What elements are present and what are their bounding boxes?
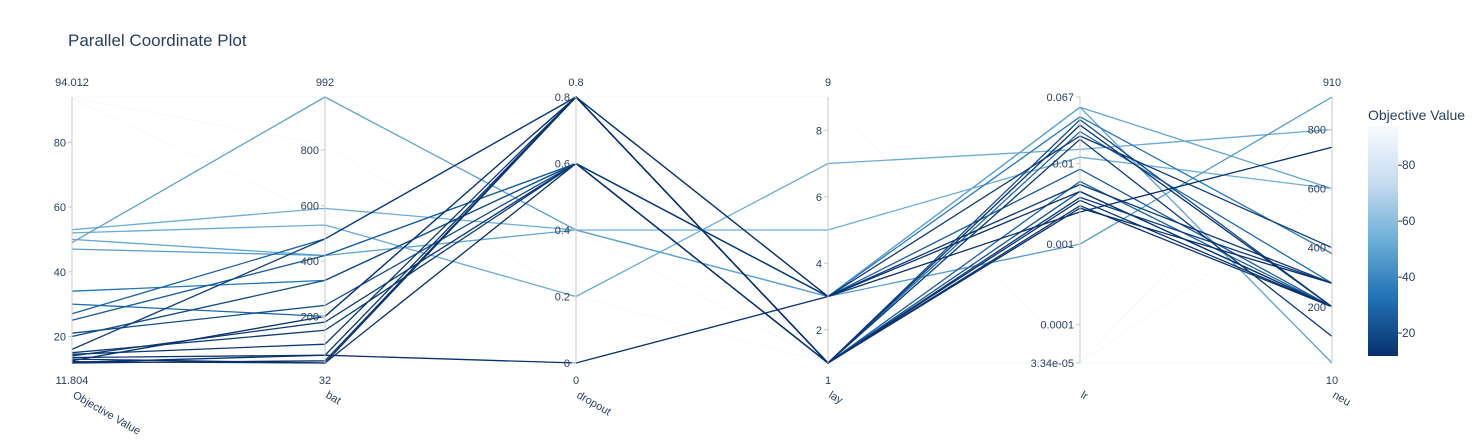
axis-tick-label: 80	[54, 137, 66, 149]
chart-title: Parallel Coordinate Plot	[68, 31, 247, 50]
axis-tick-label: 3.34e-05	[1031, 358, 1074, 370]
axis-tick-label: 0.8	[555, 92, 570, 104]
trial-line	[71, 118, 1333, 364]
axis-tick-label: 400	[1308, 243, 1326, 255]
axis-range-max: 910	[1323, 77, 1341, 89]
axis-tick-label: 0.067	[1046, 92, 1074, 104]
axis-label: neu	[1331, 389, 1353, 409]
axis-tick-label: 60	[54, 202, 66, 214]
axis-tick-label: 0.6	[555, 159, 570, 171]
axis-range-max: 94.012	[55, 77, 89, 89]
colorbar-gradient	[1368, 126, 1398, 356]
axis-tick-label: 0.001	[1046, 239, 1074, 251]
axis-tick-label: 8	[816, 125, 822, 137]
colorbar-tick-label: 80	[1402, 158, 1416, 172]
axis-label: Objective Value	[71, 389, 143, 438]
axis-tick-label: 200	[301, 311, 319, 323]
axis-range-min: 10	[1326, 375, 1338, 387]
colorbar: Objective Value 80 60 40 20	[1368, 107, 1465, 356]
axis-lay: 2 4 6 8 9 1 lay	[816, 77, 845, 407]
axis-tick-label: 200	[1308, 302, 1326, 314]
colorbar-tick-label: 20	[1402, 326, 1416, 340]
axis-range-min: 1	[825, 375, 831, 387]
axis-neu: 200 400 600 800 910 10 neu	[1308, 77, 1353, 409]
colorbar-tick-label: 60	[1402, 214, 1416, 228]
axis-range-min: 11.804	[56, 375, 89, 387]
axis-tick-label: 400	[301, 256, 319, 268]
axis-bat: 200 400 600 800 992 32 bat	[301, 77, 343, 407]
axis-label: bat	[324, 389, 343, 407]
axis-tick-label: 0	[564, 358, 570, 370]
colorbar-tick-label: 40	[1402, 270, 1416, 284]
trial-line	[72, 96, 1332, 364]
trial-line	[71, 96, 1333, 364]
axis-tick-label: 0.0001	[1040, 320, 1074, 332]
axis-tick-label: 0.4	[555, 225, 570, 237]
trial-line	[71, 135, 1333, 354]
axis-tick-label: 800	[1308, 125, 1326, 137]
axis-range-min: 32	[319, 375, 331, 387]
trial-line	[71, 162, 1333, 364]
trial-line	[71, 96, 1333, 355]
axis-range-max: 0.8	[568, 77, 583, 89]
axis-lr: 3.34e-05 0.0001 0.001 0.01 0.067 lr	[1031, 92, 1091, 403]
axis-label: lr	[1079, 389, 1091, 403]
trial-line	[71, 106, 1333, 298]
axis-obj: 20 40 60 80 94.012 11.804 Objective Value	[54, 77, 143, 438]
axis-tick-label: 800	[301, 145, 319, 157]
axis-tick-label: 600	[301, 201, 319, 213]
colorbar-ticks: 80 60 40 20	[1398, 158, 1416, 340]
axis-tick-label: 0.01	[1053, 159, 1074, 171]
axis-tick-label: 2	[816, 325, 822, 337]
axis-tick-label: 6	[816, 192, 822, 204]
axis-range-max: 9	[825, 77, 831, 89]
axis-range-max: 992	[316, 77, 334, 89]
axis-tick-label: 40	[54, 267, 66, 279]
axis-label: dropout	[575, 389, 613, 418]
axis-dropout: 0 0.2 0.4 0.6 0.8 0.8 0 dropout	[555, 77, 613, 418]
trial-line	[71, 146, 1333, 364]
axis-label: lay	[827, 389, 846, 407]
axis-range-min: 0	[573, 375, 579, 387]
trial-line	[71, 96, 1333, 364]
trial-lines	[71, 96, 1333, 364]
axis-tick-label: 600	[1308, 184, 1326, 196]
axis-tick-label: 20	[54, 331, 66, 343]
colorbar-title: Objective Value	[1368, 107, 1465, 123]
axis-tick-label: 4	[816, 258, 822, 270]
axis-tick-label: 0.2	[555, 292, 570, 304]
